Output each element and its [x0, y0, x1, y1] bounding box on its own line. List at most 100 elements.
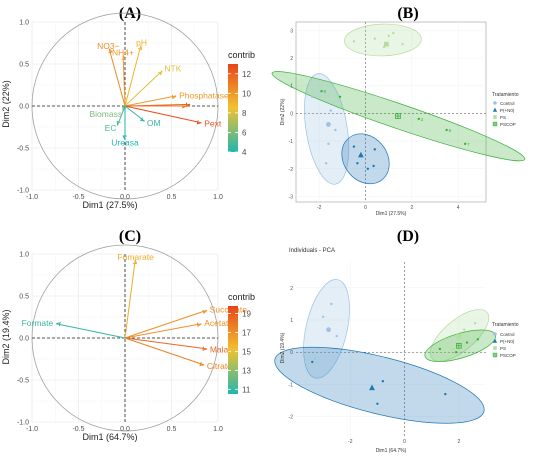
y-tick-label: 0	[290, 111, 293, 117]
x-tick-label: 0.0	[120, 426, 130, 433]
variable-arrow	[124, 259, 136, 339]
arrow-head	[108, 48, 113, 54]
variable-arrow	[124, 323, 202, 339]
individual-point	[321, 315, 325, 318]
x-axis-title: Dim1 (27.5%)	[376, 211, 407, 217]
legend-title: contrib	[228, 50, 255, 60]
variable-label: Biomass	[90, 109, 123, 119]
y-axis-title: Dim2 (19.4%)	[1, 309, 11, 364]
legend-key	[492, 338, 498, 343]
point-label: 8	[449, 128, 452, 133]
y-axis-title: Dim2 (22%)	[280, 98, 286, 125]
individual-point	[417, 117, 421, 121]
individual-point	[329, 109, 332, 112]
variable-arrow	[124, 95, 177, 107]
legend-key	[493, 101, 497, 105]
y-tick-label: -1.0	[17, 188, 29, 195]
x-tick-label: 4	[457, 205, 460, 211]
individual-point	[372, 164, 375, 168]
arrow-head	[202, 346, 207, 351]
x-tick-label: 2	[457, 439, 460, 445]
y-tick-label: -3	[289, 194, 294, 200]
colorbar-tick-label: 12	[242, 70, 251, 79]
x-tick-label: 0.0	[120, 194, 130, 201]
variable-label: pH	[136, 38, 147, 48]
variable-label: Ureasa	[111, 138, 139, 148]
legend-entry-label: P(+N0)	[500, 108, 515, 113]
panel-b-individuals-pca: 9 2 8 7 -2 0 2 4 3 2 1 0 -1 -2 -3 Dim1 (27.5%) Dim2 (2…	[271, 21, 526, 217]
legend-key	[493, 115, 497, 119]
variable-label: NO3−	[97, 41, 119, 51]
x-tick-label: 1.0	[213, 426, 223, 433]
arrow-head	[196, 322, 202, 327]
panel-label-d: (D)	[397, 228, 419, 245]
legend-title: Tratamiento	[492, 322, 519, 328]
individual-point	[356, 162, 359, 165]
variable-label: Acetate	[204, 318, 233, 328]
arrow-head	[139, 117, 145, 122]
variable-arrow	[124, 105, 145, 122]
confidence-ellipse	[344, 23, 422, 57]
arrow-head	[171, 94, 177, 100]
group-centroid	[326, 327, 331, 333]
x-tick-label: 2	[410, 205, 413, 211]
y-tick-label: 0.5	[19, 62, 29, 69]
y-tick-label: -0.5	[17, 146, 29, 153]
x-tick-label: -0.5	[72, 426, 84, 433]
individual-point	[392, 31, 395, 35]
arrow-head	[202, 309, 208, 314]
individual-point	[381, 380, 385, 383]
variable-label: Phosphatase	[179, 90, 229, 100]
arrow-head	[196, 120, 202, 125]
panel-label-c: (C)	[119, 228, 141, 245]
legend-key	[492, 107, 498, 112]
y-tick-label: -1	[289, 382, 294, 388]
y-tick-label: 0.5	[19, 294, 29, 301]
arrow-head	[122, 135, 127, 140]
y-tick-label: 1	[290, 318, 293, 324]
y-tick-label: 0	[290, 350, 293, 356]
legend-entry-label: PS	[500, 346, 506, 351]
y-tick-label: -1.0	[17, 420, 29, 427]
variable-arrow	[124, 45, 142, 107]
y-tick-label: -0.5	[17, 378, 29, 385]
legend-key	[493, 332, 497, 336]
legend-entry-label: PS	[500, 115, 506, 120]
individual-point	[335, 334, 338, 338]
colorbar-tick-label: 19	[242, 310, 251, 319]
y-tick-label: -2	[289, 415, 294, 421]
x-tick-label: 0	[364, 205, 367, 211]
panel-label-b: (B)	[397, 5, 418, 22]
individual-point	[454, 351, 458, 354]
confidence-ellipse	[304, 73, 350, 185]
individual-point	[444, 338, 447, 341]
group-centroid	[456, 342, 462, 349]
y-tick-label: 2	[290, 286, 293, 292]
chart-title: Individuals - PCA	[289, 248, 335, 254]
arrow-head	[182, 104, 187, 109]
arrow-head	[121, 55, 126, 60]
x-tick-label: 0.5	[167, 194, 177, 201]
group-centroid	[326, 122, 331, 127]
x-axis-title: Dim1 (27.5%)	[82, 200, 137, 210]
individual-point	[476, 338, 480, 341]
variable-arrow	[108, 48, 126, 107]
variable-arrow	[122, 55, 126, 107]
individual-point	[313, 357, 317, 360]
y-axis-title: Dim2 (22%)	[1, 80, 11, 128]
y-tick-label: 1.0	[19, 20, 29, 27]
legend-key	[492, 121, 498, 127]
arrow-head	[158, 70, 163, 76]
colorbar-tick-label: 11	[242, 385, 251, 394]
group-centroid	[395, 113, 401, 119]
legend-key	[493, 346, 497, 350]
individual-point	[452, 347, 455, 351]
variable-label: NTK	[164, 64, 181, 74]
arrow-head	[199, 361, 205, 366]
individual-point	[338, 95, 342, 98]
x-tick-label: -2	[348, 439, 353, 445]
x-tick-label: -2	[317, 205, 322, 211]
colorbar-tick-label: 8	[242, 109, 247, 118]
arrow-head	[56, 322, 61, 327]
individual-point	[327, 142, 330, 146]
